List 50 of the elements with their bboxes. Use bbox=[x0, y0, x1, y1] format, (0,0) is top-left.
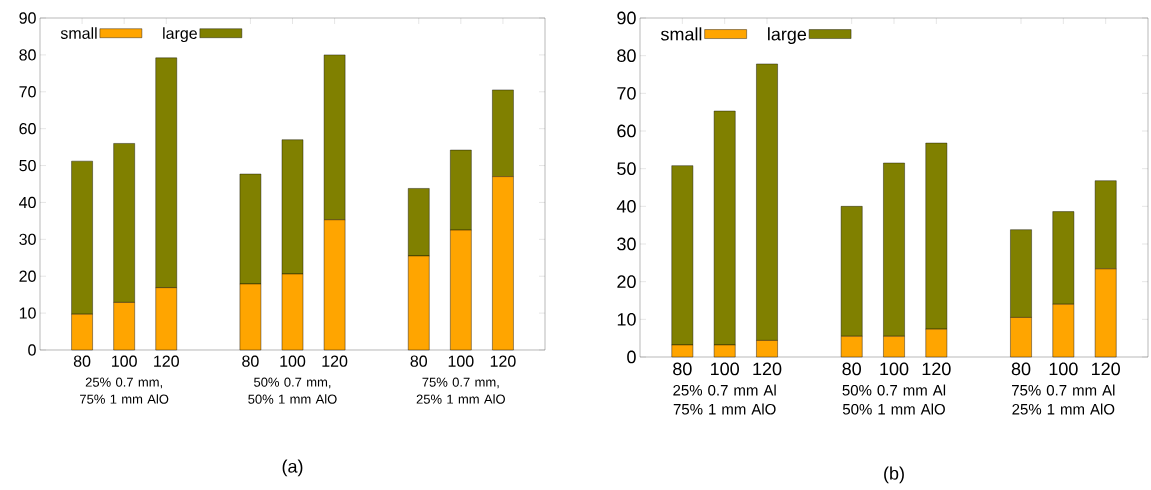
x-tick-label: 120 bbox=[753, 362, 782, 376]
y-tick-label: 60 bbox=[617, 124, 636, 138]
y-tick-label: 10 bbox=[19, 307, 36, 319]
x-tick-label: 120 bbox=[490, 355, 516, 367]
text: 25% 0.7 mm Al 75% 1 mm AlO bbox=[673, 384, 776, 415]
x-tick-label: 120 bbox=[1092, 362, 1120, 376]
y-tick-label: 70 bbox=[617, 86, 636, 100]
y-tick-label: 0 bbox=[28, 344, 36, 356]
x-tick-label: 100 bbox=[1049, 362, 1078, 376]
x-tick-label: 80 bbox=[242, 355, 259, 367]
x-tick-label: 100 bbox=[448, 355, 474, 367]
text: (b) bbox=[884, 466, 904, 484]
x-tick-label: 80 bbox=[73, 355, 91, 367]
x-tick-label: 100 bbox=[880, 362, 909, 376]
y-tick-label: 0 bbox=[627, 350, 636, 364]
y-tick-label: 50 bbox=[617, 162, 636, 176]
x-tick-label: 120 bbox=[154, 355, 179, 367]
y-tick-label: 20 bbox=[19, 270, 36, 282]
text: (a) bbox=[282, 459, 303, 477]
x-tick-label: 80 bbox=[842, 362, 861, 376]
y-tick-label: 30 bbox=[19, 233, 36, 245]
legend-label: large bbox=[163, 27, 197, 43]
y-tick-label: 40 bbox=[616, 199, 636, 213]
x-tick-label: 80 bbox=[1011, 362, 1031, 376]
y-tick-label: 80 bbox=[617, 49, 636, 63]
y-tick-label: 80 bbox=[19, 49, 36, 61]
y-tick-label: 90 bbox=[19, 12, 36, 24]
x-tick-label: 120 bbox=[322, 355, 348, 367]
y-tick-label: 10 bbox=[617, 312, 636, 326]
text: 50% 0.7 mm Al 50% 1 mm AlO bbox=[842, 384, 946, 415]
legend-label: large bbox=[768, 27, 807, 45]
legend-label: small bbox=[60, 27, 97, 39]
x-tick-label: 100 bbox=[711, 362, 739, 376]
y-tick-label: 60 bbox=[19, 123, 36, 135]
x-tick-label: 100 bbox=[112, 355, 137, 367]
text: 25% 0.7 mm, 75% 1 mm AlO bbox=[80, 377, 169, 404]
x-tick-label: 100 bbox=[280, 355, 306, 367]
x-tick-label: 80 bbox=[410, 355, 428, 367]
x-tick-label: 80 bbox=[673, 362, 692, 376]
legend-label: small bbox=[660, 27, 702, 41]
y-tick-label: 20 bbox=[617, 275, 636, 289]
y-tick-label: 50 bbox=[19, 159, 36, 172]
y-tick-label: 90 bbox=[617, 11, 636, 25]
x-tick-label: 120 bbox=[922, 362, 951, 376]
text: 75% 0.7 mm Al 25% 1 mm AlO bbox=[1012, 384, 1115, 415]
y-tick-label: 40 bbox=[19, 196, 36, 209]
text: 75% 0.7 mm, 25% 1 mm AlO bbox=[416, 377, 505, 404]
y-tick-label: 30 bbox=[617, 237, 636, 251]
y-tick-label: 70 bbox=[19, 86, 36, 98]
text: 50% 0.7 mm, 50% 1 mm AlO bbox=[248, 377, 337, 404]
